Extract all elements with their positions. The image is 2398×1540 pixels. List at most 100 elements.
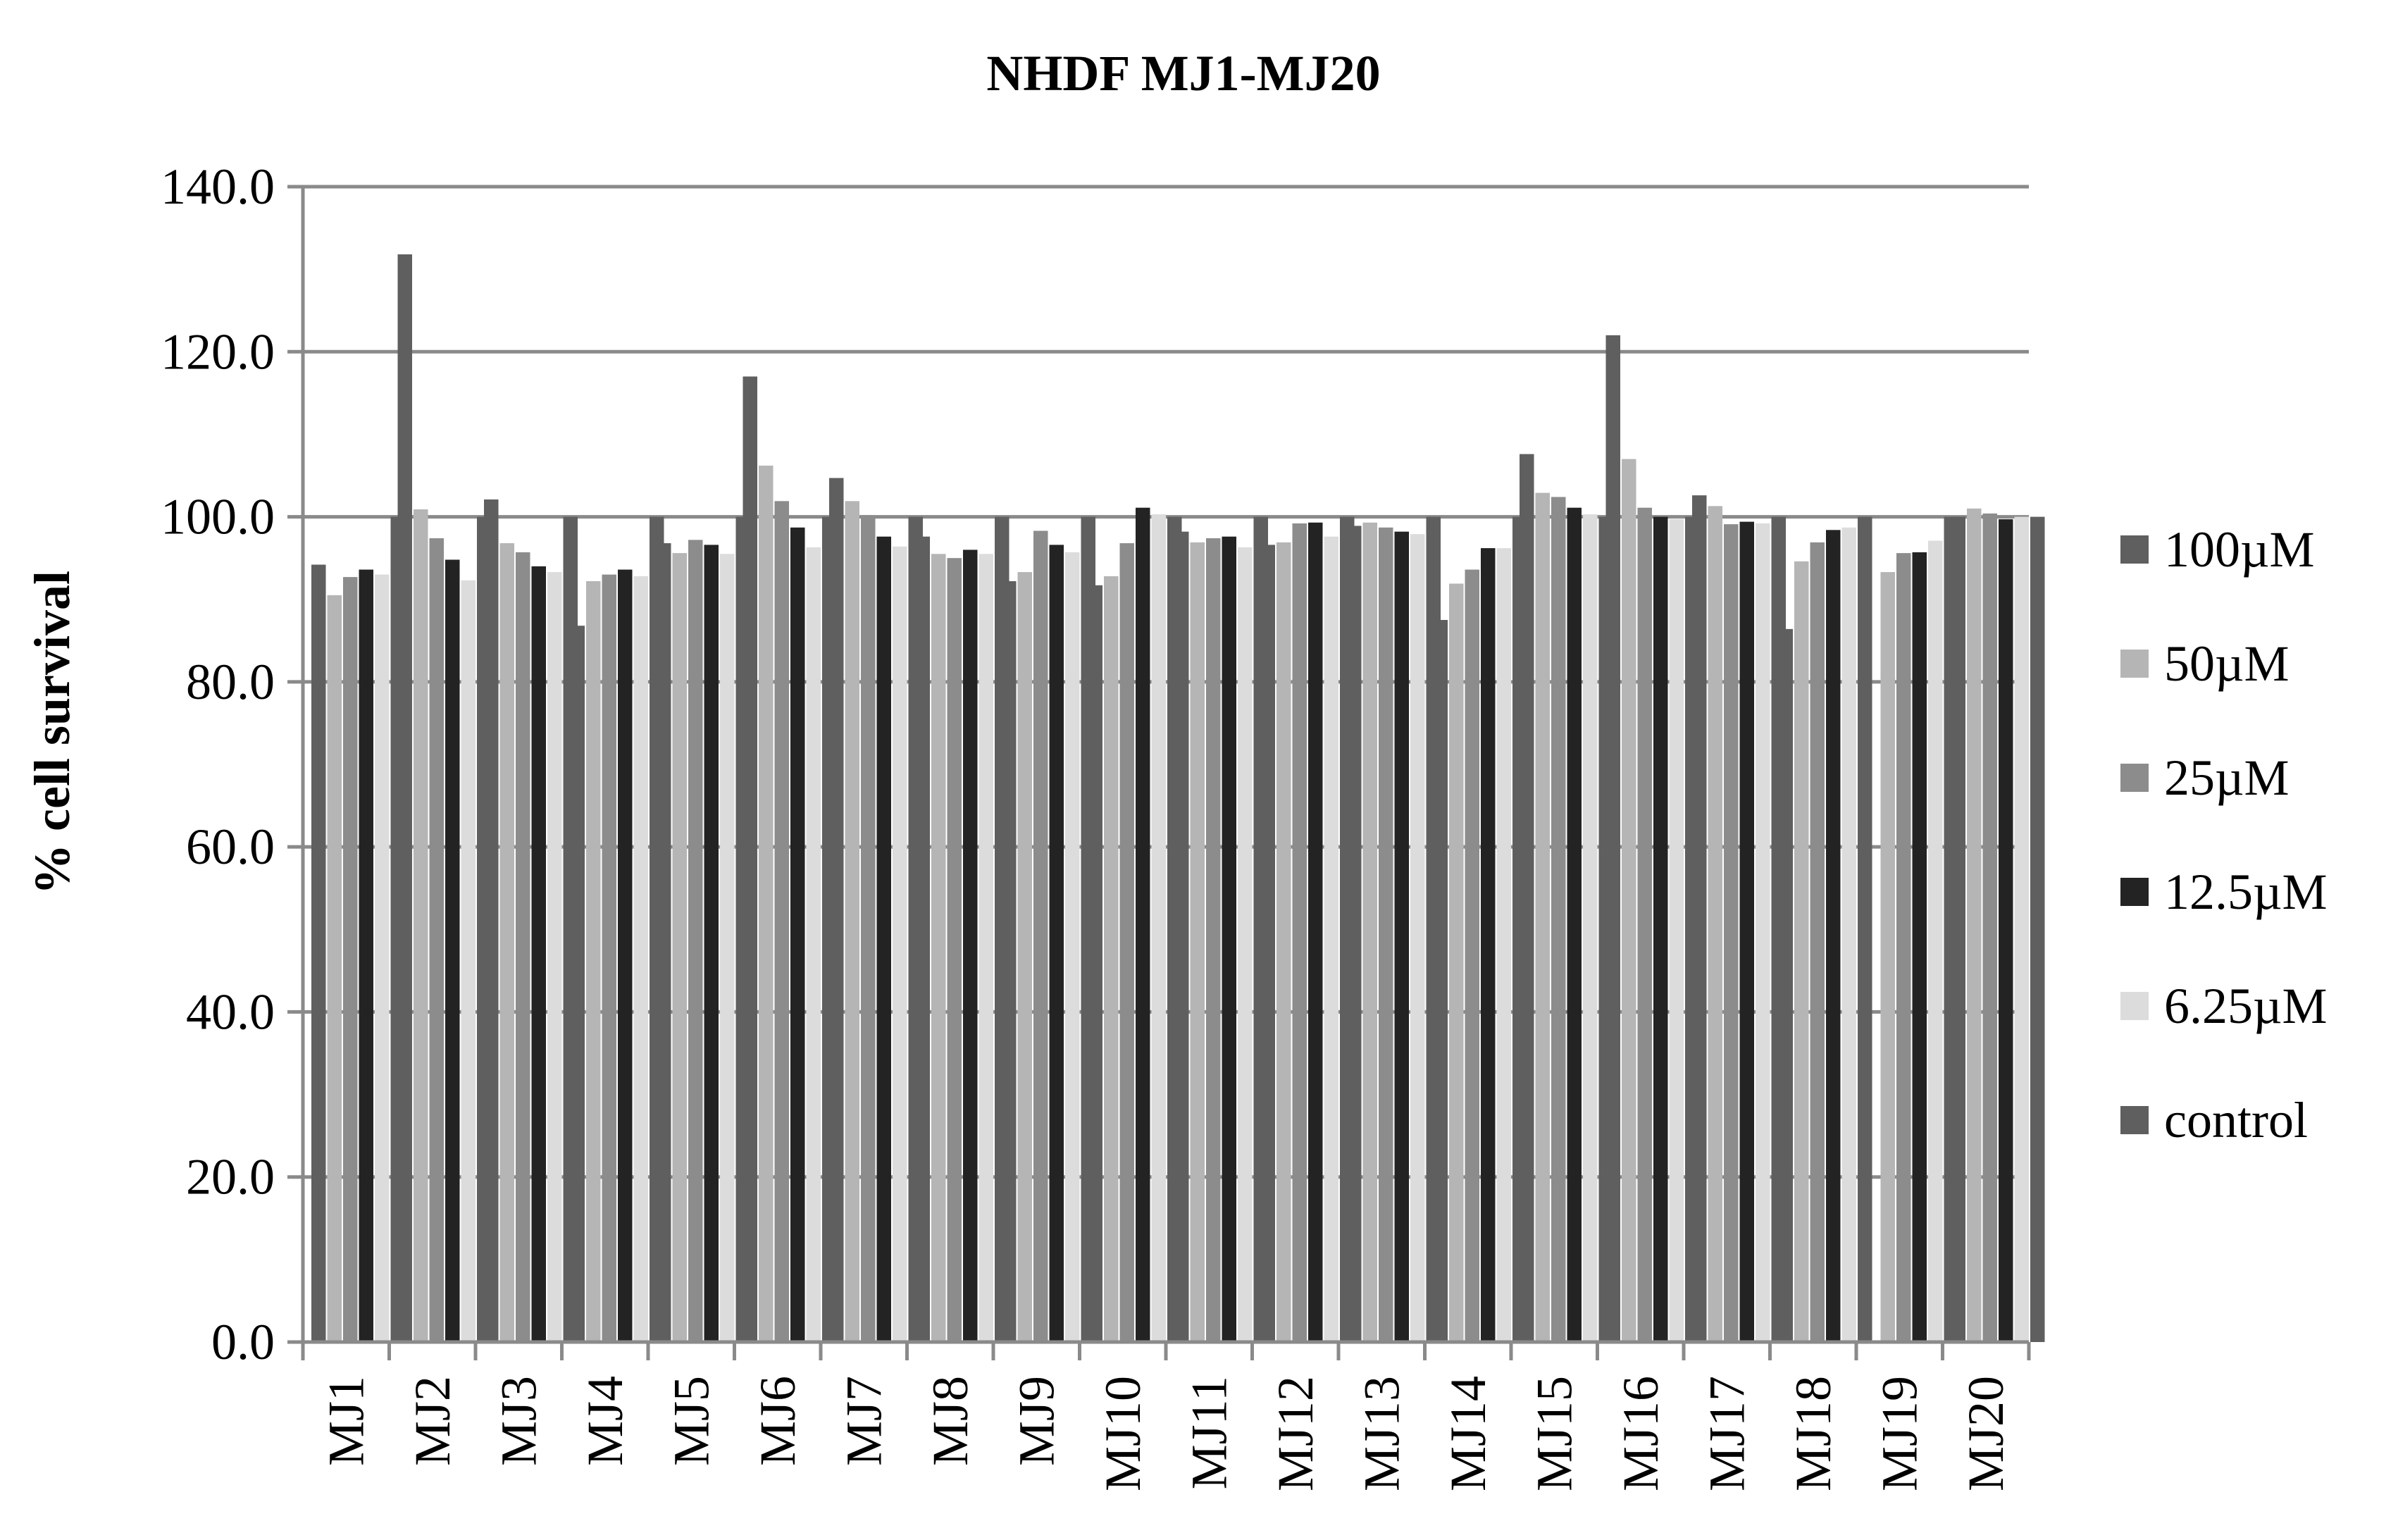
bar <box>1551 497 1566 1342</box>
bar <box>1826 530 1841 1343</box>
legend-label: 25µM <box>2164 750 2290 806</box>
bar <box>1292 523 1307 1342</box>
bar <box>1379 527 1393 1342</box>
bar <box>1637 507 1652 1342</box>
x-tick-label: MJ4 <box>577 1376 633 1466</box>
x-tick-label: MJ16 <box>1613 1376 1669 1491</box>
bar <box>1410 534 1425 1343</box>
bar <box>947 558 962 1343</box>
x-tick-label: MJ7 <box>835 1376 892 1466</box>
bar <box>1308 522 1323 1342</box>
bar <box>1174 531 1189 1342</box>
legend-label: 12.5µM <box>2164 864 2328 920</box>
bar <box>1967 508 1982 1342</box>
bar <box>1724 524 1739 1342</box>
y-tick-label: 120.0 <box>161 323 275 380</box>
bar <box>1653 516 1668 1342</box>
bar <box>1151 514 1166 1342</box>
legend-label: control <box>2164 1092 2308 1148</box>
bar <box>445 559 460 1342</box>
bar <box>375 574 390 1342</box>
bar <box>414 509 428 1342</box>
bar <box>1362 522 1377 1342</box>
bar <box>774 501 789 1343</box>
bar <box>931 554 946 1343</box>
y-tick-label: 80.0 <box>186 654 275 710</box>
bar <box>1794 561 1809 1342</box>
legend-swatch <box>2120 764 2149 792</box>
bar <box>1104 576 1119 1342</box>
y-tick-label: 40.0 <box>186 983 275 1040</box>
x-tick-label: MJ14 <box>1440 1376 1496 1491</box>
x-tick-label: MJ8 <box>922 1376 979 1466</box>
x-tick-label: MJ12 <box>1267 1376 1324 1491</box>
x-tick-label: MJ9 <box>1008 1376 1064 1466</box>
bar <box>516 552 530 1342</box>
y-tick-label: 0.0 <box>211 1314 275 1370</box>
y-axis-label: % cell survival <box>24 571 80 895</box>
legend-swatch <box>2120 878 2149 906</box>
bar <box>806 547 821 1342</box>
bar <box>1206 538 1221 1342</box>
bar <box>359 569 373 1342</box>
y-tick-label: 20.0 <box>186 1149 275 1205</box>
bar <box>1896 553 1911 1342</box>
bar <box>1136 507 1150 1342</box>
bar <box>1810 542 1825 1342</box>
bar <box>876 536 891 1342</box>
legend-swatch <box>2120 535 2149 564</box>
bar <box>790 527 805 1342</box>
bar <box>602 574 616 1342</box>
bar <box>1928 540 1943 1342</box>
bar <box>979 554 993 1343</box>
x-tick-label: MJ11 <box>1181 1376 1237 1489</box>
bar <box>1880 572 1895 1342</box>
bar <box>1692 495 1707 1342</box>
bar <box>963 549 978 1342</box>
bar <box>1583 514 1598 1342</box>
chart-title: NHDF MJ1-MJ20 <box>986 45 1380 101</box>
bar <box>429 538 444 1342</box>
bar <box>1496 548 1511 1342</box>
x-tick-label: MJ19 <box>1871 1376 1927 1491</box>
x-tick-label: MJ3 <box>490 1376 547 1466</box>
y-tick-label: 140.0 <box>161 159 275 215</box>
x-tick-label: MJ20 <box>1958 1376 2014 1491</box>
legend-label: 100µM <box>2164 521 2315 578</box>
bar <box>1858 516 1872 1342</box>
bar <box>1669 519 1684 1342</box>
bar <box>531 566 546 1342</box>
bar <box>1260 545 1275 1342</box>
bar <box>343 577 358 1342</box>
bar <box>861 515 876 1343</box>
bar <box>1841 527 1856 1342</box>
legend-swatch <box>2120 992 2149 1020</box>
x-tick-label: MJ6 <box>750 1376 806 1466</box>
bar <box>1324 536 1338 1342</box>
bar <box>1433 620 1448 1342</box>
x-tick-label: MJ2 <box>404 1376 461 1466</box>
x-tick-label: MJ18 <box>1785 1376 1841 1491</box>
bar <box>1347 526 1362 1342</box>
bar <box>1088 585 1102 1342</box>
legend-label: 50µM <box>2164 635 2290 692</box>
bar <box>461 580 476 1342</box>
bar <box>829 478 844 1342</box>
bar <box>720 554 735 1343</box>
bar <box>1465 569 1479 1342</box>
bar <box>1049 545 1064 1342</box>
legend-label: 6.25µM <box>2164 978 2328 1034</box>
bar <box>1394 531 1409 1342</box>
bar <box>1449 583 1464 1342</box>
bar <box>743 376 757 1342</box>
bars <box>311 254 2045 1343</box>
bar <box>570 626 585 1342</box>
y-tick-label: 60.0 <box>186 819 275 875</box>
bar <box>1276 542 1291 1342</box>
bar <box>1065 552 1080 1342</box>
bar <box>893 546 907 1342</box>
x-tick-label: MJ17 <box>1698 1376 1755 1491</box>
bar <box>1622 459 1636 1342</box>
